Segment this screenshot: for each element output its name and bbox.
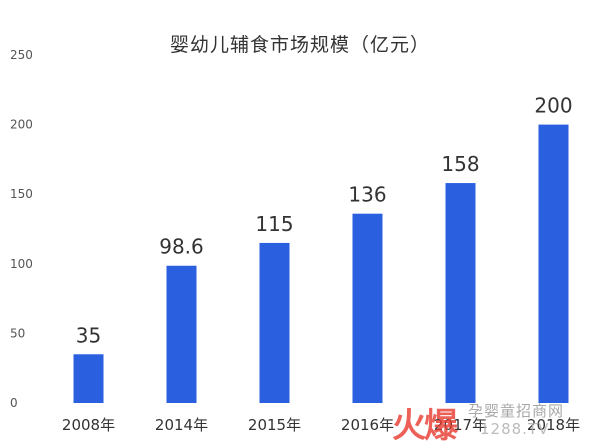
- watermark-logo: 火爆: [392, 406, 458, 446]
- y-tick-label: 0: [10, 396, 18, 410]
- x-tick-label: 2008年: [62, 416, 115, 434]
- x-tick-label: 2015年: [248, 416, 301, 434]
- bar: [259, 242, 290, 403]
- bar: [445, 183, 476, 403]
- watermark-site-name: 孕婴童招商网: [468, 402, 565, 420]
- y-tick-label: 200: [10, 118, 33, 132]
- data-label: 158: [441, 152, 479, 176]
- data-label: 200: [534, 94, 572, 118]
- x-tick-label: 2018年: [527, 416, 580, 434]
- data-label: 115: [255, 212, 293, 236]
- bar: [538, 124, 569, 403]
- data-label: 136: [348, 183, 386, 207]
- watermark-url: 1288.TV: [480, 420, 550, 438]
- data-label: 98.6: [159, 235, 204, 259]
- x-tick-label: 2017年: [434, 416, 487, 434]
- x-tick-label: 2014年: [155, 416, 208, 434]
- bar: [166, 265, 197, 403]
- y-tick-label: 250: [10, 48, 33, 62]
- y-tick-label: 50: [10, 326, 25, 340]
- watermark: 火爆 孕婴童招商网 1288.TV: [392, 398, 598, 446]
- y-tick-label: 150: [10, 187, 33, 201]
- bar: [73, 354, 104, 403]
- chart-title: 婴幼儿辅食市场规模（亿元）: [169, 34, 430, 56]
- x-tick-label: 2016年: [341, 416, 394, 434]
- y-tick-label: 100: [10, 257, 33, 271]
- bar: [352, 213, 383, 403]
- data-label: 35: [76, 323, 101, 347]
